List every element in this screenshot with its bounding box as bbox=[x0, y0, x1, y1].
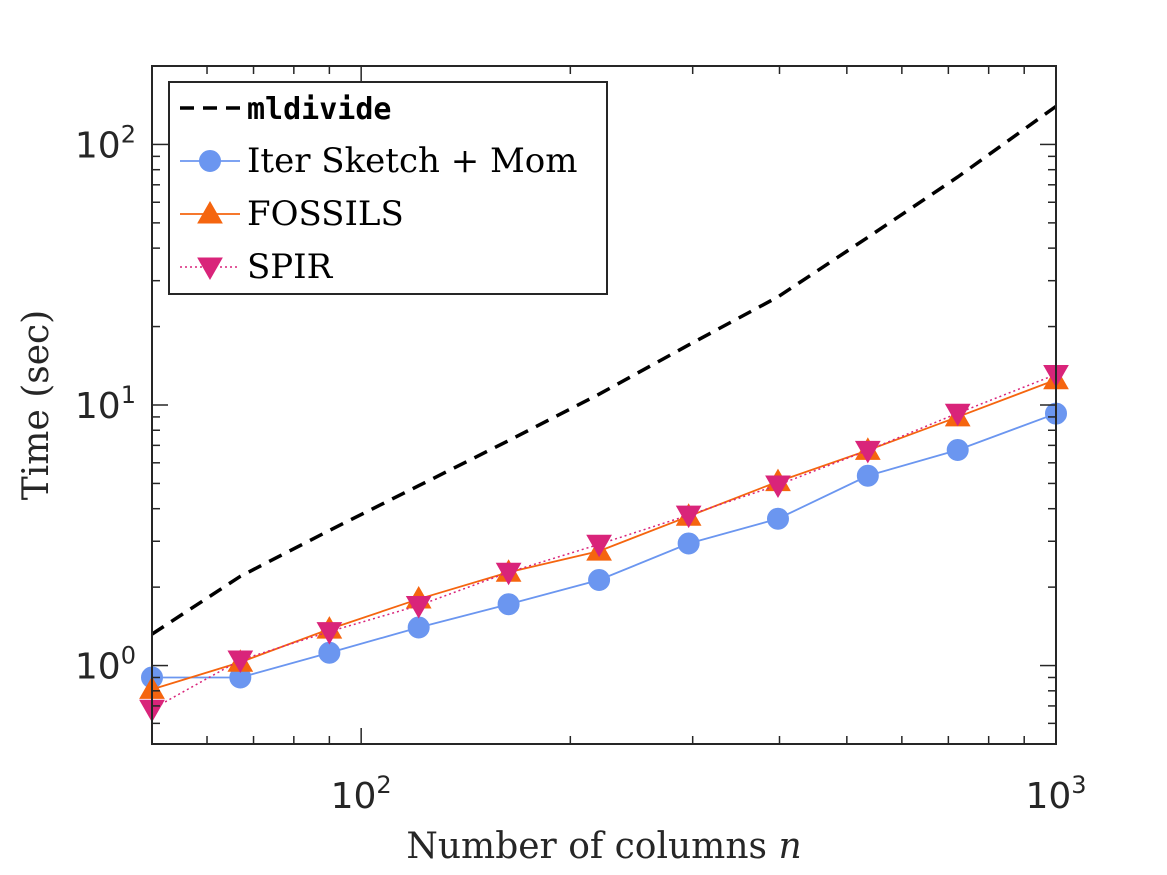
x-axis-label-var: n bbox=[778, 826, 801, 867]
series-line-mldivide bbox=[151, 104, 1058, 636]
y-tick-label: 101 bbox=[75, 381, 136, 427]
legend-swatch-marker bbox=[197, 257, 223, 281]
y-tick-label-base: 10 bbox=[75, 647, 121, 688]
y-axis-label: Time (sec) bbox=[16, 310, 57, 500]
data-point-iter-sketch-mom bbox=[766, 507, 789, 530]
legend-label: FOSSILS bbox=[247, 194, 404, 234]
legend-label: SPIR bbox=[247, 247, 334, 287]
data-point-iter-sketch-mom bbox=[497, 593, 520, 616]
data-point-spir bbox=[765, 475, 791, 499]
data-point-spir bbox=[316, 622, 343, 645]
plot-frame bbox=[151, 65, 1057, 745]
legend-label: Iter Sketch + Mom bbox=[247, 141, 578, 181]
data-point-iter-sketch-mom bbox=[407, 616, 430, 639]
y-tick-label-base: 10 bbox=[75, 386, 121, 427]
series-spir bbox=[139, 364, 1069, 723]
legend-entries: mldivide Iter Sketch + Mom FOSSILS SPIR bbox=[180, 92, 578, 287]
data-point-spir bbox=[495, 562, 522, 586]
legend-item-iter-sketch-mom: Iter Sketch + Mom bbox=[180, 141, 578, 181]
legend-swatch-marker bbox=[199, 150, 221, 172]
data-point-iter-sketch-mom bbox=[946, 438, 969, 461]
legend-item-spir: SPIR bbox=[180, 247, 334, 287]
data-point-spir bbox=[405, 596, 432, 619]
data-point-spir bbox=[227, 650, 254, 674]
legend-box bbox=[168, 81, 608, 295]
series-line-spir bbox=[151, 373, 1057, 710]
x-tick-label: 102 bbox=[331, 771, 392, 817]
x-tick-label-base: 10 bbox=[1025, 776, 1071, 817]
x-tick-label-exp: 3 bbox=[1071, 771, 1086, 799]
y-tick-label-base: 10 bbox=[75, 125, 121, 166]
data-point-iter-sketch-mom bbox=[677, 532, 700, 555]
y-tick-label: 102 bbox=[75, 120, 136, 166]
y-tick-label: 100 bbox=[75, 642, 136, 688]
x-axis-label: Number of columns n bbox=[406, 826, 801, 867]
data-point-spir bbox=[586, 534, 612, 558]
legend-label: mldivide bbox=[247, 92, 392, 127]
legend-item-fossils: FOSSILS bbox=[180, 194, 404, 234]
legend-item-mldivide: mldivide bbox=[180, 92, 392, 127]
y-tick-label-exp: 2 bbox=[121, 120, 136, 148]
legend: mldivide Iter Sketch + Mom FOSSILS SPIR bbox=[168, 81, 608, 295]
data-point-spir bbox=[675, 505, 702, 529]
x-axis-label-text: Number of columns bbox=[406, 826, 767, 867]
data-point-iter-sketch-mom bbox=[588, 568, 611, 591]
data-point-spir bbox=[944, 403, 971, 427]
x-tick-label-exp: 2 bbox=[376, 771, 391, 799]
data-point-iter-sketch-mom bbox=[856, 464, 879, 487]
data-point-iter-sketch-mom bbox=[318, 641, 341, 664]
legend-swatch-marker bbox=[197, 200, 223, 224]
data-point-spir bbox=[854, 440, 881, 464]
x-tick-label: 103 bbox=[1025, 771, 1086, 817]
series-mldivide bbox=[151, 104, 1058, 636]
y-tick-label-exp: 0 bbox=[121, 642, 136, 670]
y-tick-label-exp: 1 bbox=[121, 381, 136, 409]
x-tick-label-base: 10 bbox=[331, 776, 377, 817]
